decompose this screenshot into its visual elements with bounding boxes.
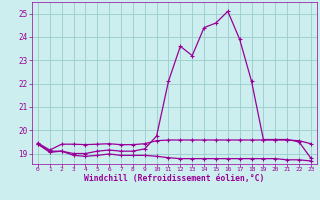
X-axis label: Windchill (Refroidissement éolien,°C): Windchill (Refroidissement éolien,°C)	[84, 174, 265, 183]
